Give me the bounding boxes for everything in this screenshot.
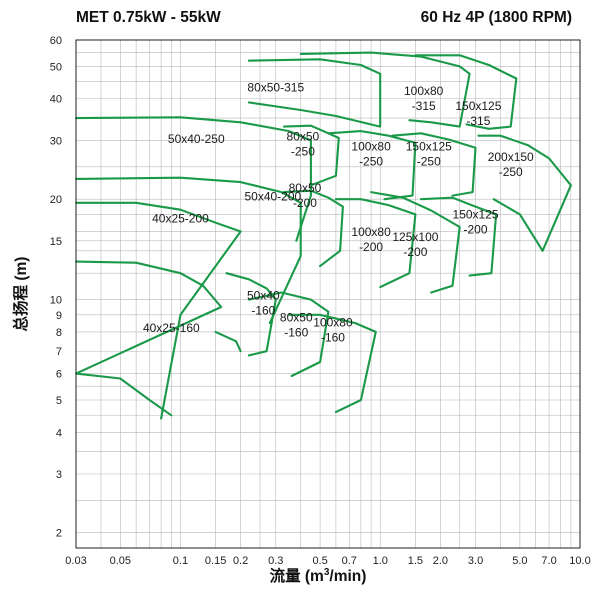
x-tick-label: 0.05 bbox=[110, 555, 131, 567]
x-tick-label: 0.2 bbox=[233, 555, 248, 567]
chart-title-right: 60 Hz 4P (1800 RPM) bbox=[421, 9, 572, 26]
pump-curve bbox=[282, 124, 340, 187]
x-axis-ticks: 0.03 0.05 0.1 0.15 0.2 0.3 0.5 0.7 1.0 1.5 2.0 3.0 5… bbox=[65, 555, 590, 567]
pump-curve bbox=[299, 51, 471, 128]
pump-curve bbox=[391, 132, 477, 197]
y-tick-label: 50 bbox=[50, 61, 62, 73]
x-tick-label: 0.1 bbox=[173, 555, 188, 567]
model-label: 80x50 -160 bbox=[280, 310, 313, 339]
model-label: 125x100 -200 bbox=[392, 230, 438, 259]
model-label: 50x40-250 bbox=[168, 132, 225, 146]
model-label: 40x25-200 bbox=[152, 212, 209, 226]
pump-curve bbox=[419, 196, 498, 277]
y-tick-label: 20 bbox=[50, 194, 62, 206]
pump-curve bbox=[247, 58, 382, 128]
model-label: 150x125 -315 bbox=[455, 99, 501, 128]
x-tick-label: 0.5 bbox=[312, 555, 327, 567]
y-tick-label: 15 bbox=[50, 236, 62, 248]
grid bbox=[75, 39, 581, 548]
pump-curve bbox=[288, 313, 377, 414]
model-label: 80x50-315 bbox=[247, 81, 304, 95]
x-tick-label: 3.0 bbox=[468, 555, 483, 567]
x-tick-label: 1.0 bbox=[373, 555, 388, 567]
pump-curve bbox=[214, 330, 242, 353]
pump-curve bbox=[74, 176, 302, 325]
x-axis-title: 流量 (m3/min) bbox=[270, 566, 367, 585]
x-tick-label: 5.0 bbox=[512, 555, 527, 567]
model-label: 150x125 -200 bbox=[453, 208, 499, 237]
model-label: 50x40 -160 bbox=[247, 289, 280, 318]
y-tick-label: 7 bbox=[56, 346, 62, 358]
x-tick-label: 10.0 bbox=[569, 555, 590, 567]
y-tick-label: 6 bbox=[56, 369, 62, 381]
pump-curve bbox=[74, 260, 223, 417]
x-tick-label: 2.0 bbox=[433, 555, 448, 567]
pump-curves bbox=[74, 51, 572, 420]
pump-curve bbox=[74, 201, 242, 420]
y-tick-label: 8 bbox=[56, 327, 62, 339]
model-label: 100x80 -250 bbox=[351, 139, 391, 168]
model-label: 150x125 -250 bbox=[406, 139, 452, 168]
model-label: 40x25-160 bbox=[143, 321, 200, 335]
pump-curve bbox=[414, 54, 518, 130]
pump-curve bbox=[334, 198, 417, 289]
model-label: 80x50 -250 bbox=[287, 129, 320, 158]
y-tick-label: 2 bbox=[56, 528, 62, 540]
model-label: 200x150 -250 bbox=[488, 150, 534, 179]
y-tick-label: 40 bbox=[50, 94, 62, 106]
pump-curve bbox=[477, 134, 572, 252]
model-label: 100x80 -200 bbox=[351, 225, 391, 254]
pump-curve bbox=[247, 291, 330, 378]
y-axis-ticks: 2 3 4 5 6 7 8 9 10 15 20 30 40 50 60 bbox=[50, 35, 62, 540]
plot-frame bbox=[75, 39, 581, 549]
model-label: 80x50 -200 bbox=[289, 181, 322, 210]
x-tick-label: 0.15 bbox=[205, 555, 226, 567]
model-labels: 40x25-160 40x25-200 50x40-200 50x40-250 50x4… bbox=[143, 81, 534, 345]
y-tick-label: 30 bbox=[50, 135, 62, 147]
y-tick-label: 5 bbox=[56, 395, 62, 407]
pump-curve bbox=[327, 130, 417, 201]
y-axis-title: 总扬程 (m) bbox=[11, 257, 30, 332]
chart-title-left: MET 0.75kW - 55kW bbox=[76, 9, 221, 26]
model-label: 50x40-200 bbox=[244, 190, 301, 204]
y-tick-label: 4 bbox=[56, 427, 62, 439]
x-tick-label: 7.0 bbox=[541, 555, 556, 567]
y-tick-label: 60 bbox=[50, 35, 62, 47]
x-tick-label: 0.3 bbox=[268, 555, 283, 567]
x-tick-label: 0.03 bbox=[65, 555, 86, 567]
x-tick-label: 0.7 bbox=[342, 555, 357, 567]
x-tick-label: 1.5 bbox=[408, 555, 423, 567]
model-label: 100x80 -315 bbox=[404, 84, 444, 113]
y-tick-label: 9 bbox=[56, 310, 62, 322]
pump-curve bbox=[74, 116, 312, 242]
model-label: 100x80 -160 bbox=[313, 316, 353, 345]
y-tick-label: 10 bbox=[50, 295, 62, 307]
pump-curve bbox=[282, 189, 344, 268]
y-tick-label: 3 bbox=[56, 469, 62, 481]
